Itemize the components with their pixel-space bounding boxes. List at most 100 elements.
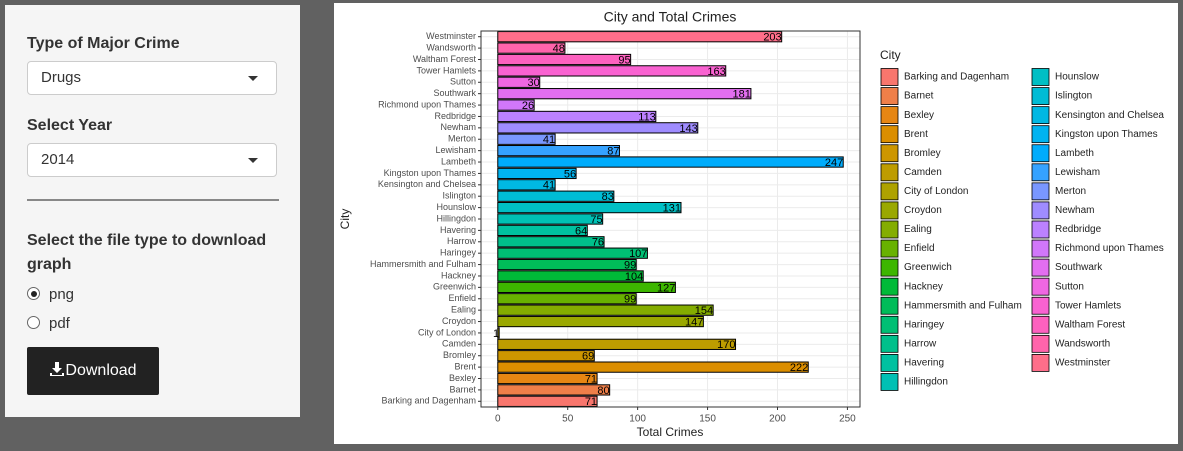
bar — [497, 145, 620, 157]
legend-label: Brent — [904, 129, 928, 140]
legend-label: Hackney — [904, 281, 943, 292]
crime-select[interactable]: Drugs — [27, 61, 277, 95]
x-tick-label: 200 — [769, 414, 786, 425]
legend-label: Barnet — [904, 91, 934, 102]
value-label: 26 — [522, 100, 534, 112]
download-icon — [50, 362, 65, 376]
legend-label: Merton — [1055, 186, 1086, 197]
bar — [497, 110, 657, 123]
value-label: 247 — [825, 157, 843, 169]
value-label: 71 — [585, 396, 597, 408]
legend-key — [880, 220, 899, 239]
value-label: 107 — [629, 248, 647, 260]
legend-key — [1031, 258, 1050, 277]
legend-label: Hammersmith and Fulham — [904, 300, 1022, 311]
value-label: 75 — [590, 214, 602, 226]
legend-key — [1031, 334, 1050, 353]
legend-key — [1031, 239, 1050, 258]
value-label: 76 — [592, 237, 604, 249]
x-axis-title: Total Crimes — [637, 425, 704, 439]
y-tick-label: Southwark — [433, 88, 476, 98]
bar — [497, 247, 648, 259]
legend-label: Richmond upon Thames — [1055, 243, 1164, 254]
legend-label: Barking and Dagenham — [904, 72, 1009, 83]
y-tick-label: Croydon — [442, 316, 476, 326]
value-label: 48 — [553, 43, 565, 55]
bar — [497, 270, 644, 282]
bar — [497, 224, 588, 237]
download-text: Download — [65, 362, 137, 379]
divider — [27, 199, 279, 201]
value-label: 147 — [685, 316, 703, 328]
panel-border — [480, 30, 861, 408]
value-label: 170 — [717, 339, 735, 351]
y-tick-label: Redbridge — [434, 111, 476, 121]
legend-key — [880, 239, 899, 258]
value-label: 222 — [790, 362, 808, 374]
bar — [497, 384, 611, 396]
value-label: 203 — [763, 32, 781, 44]
legend-label: Bromley — [904, 148, 941, 159]
download-button[interactable]: Download — [27, 347, 159, 395]
legend-label: Sutton — [1055, 281, 1084, 292]
y-tick-label: Sutton — [450, 77, 476, 87]
legend-label: Tower Hamlets — [1055, 300, 1121, 311]
legend-label: Lewisham — [1055, 167, 1100, 178]
x-tick-label: 250 — [839, 414, 856, 425]
radio-option[interactable]: pdf — [27, 314, 70, 334]
crime-label: Type of Major Crime — [27, 35, 180, 52]
year-select[interactable]: 2014 — [27, 143, 277, 177]
bar — [497, 65, 727, 77]
bar — [497, 281, 676, 293]
legend-label: Camden — [904, 167, 942, 178]
legend-key — [1031, 315, 1050, 334]
legend-key — [880, 106, 899, 125]
y-tick-label: Hounslow — [436, 202, 476, 212]
legend-label: Hounslow — [1055, 72, 1100, 83]
bar — [497, 179, 556, 191]
legend-label: Lambeth — [1055, 148, 1094, 159]
y-tick-label: Newham — [440, 122, 476, 132]
legend-key — [1031, 220, 1050, 239]
legend-label: Islington — [1055, 91, 1092, 102]
y-tick-label: Kingston upon Thames — [384, 168, 477, 178]
legend-key — [880, 163, 899, 182]
radio-circle[interactable] — [27, 316, 40, 329]
y-tick-label: Ealing — [451, 305, 476, 315]
y-tick-label: Richmond upon Thames — [378, 99, 476, 109]
value-label: 99 — [624, 259, 636, 271]
legend-key — [1031, 163, 1050, 182]
bar — [497, 76, 541, 88]
legend-key — [880, 277, 899, 296]
legend-label: Wandsworth — [1055, 338, 1110, 349]
legend-label: Kensington and Chelsea — [1055, 110, 1164, 121]
legend-key — [1031, 87, 1050, 105]
bar — [497, 361, 809, 373]
file-label: Select the file type to download graph — [27, 232, 267, 273]
bar — [497, 395, 598, 407]
bar — [497, 42, 566, 54]
legend-title: City — [880, 48, 901, 62]
y-tick-label: Tower Hamlets — [416, 65, 476, 75]
legend-label: Newham — [1055, 205, 1094, 216]
y-tick-label: Hammersmith and Fulham — [370, 259, 476, 269]
legend-key — [880, 258, 899, 277]
chart-title: City and Total Crimes — [604, 9, 737, 25]
legend-key — [880, 334, 899, 353]
legend-key — [1031, 144, 1050, 163]
y-tick-label: Islington — [442, 191, 476, 201]
radio-circle[interactable] — [27, 287, 40, 300]
legend-label: Harrow — [904, 338, 937, 349]
radio-option[interactable]: png — [27, 285, 74, 305]
legend-key — [1031, 277, 1050, 296]
x-tick-label: 0 — [495, 414, 501, 425]
x-tick-label: 150 — [699, 414, 716, 425]
value-label: 41 — [543, 134, 555, 146]
y-tick-label: Kensington and Chelsea — [378, 179, 476, 189]
value-label: 83 — [602, 191, 614, 203]
value-label: 181 — [733, 89, 751, 101]
legend-label: Havering — [904, 358, 944, 369]
legend-label: Kingston upon Thames — [1055, 129, 1158, 140]
y-axis-title: City — [338, 209, 352, 230]
